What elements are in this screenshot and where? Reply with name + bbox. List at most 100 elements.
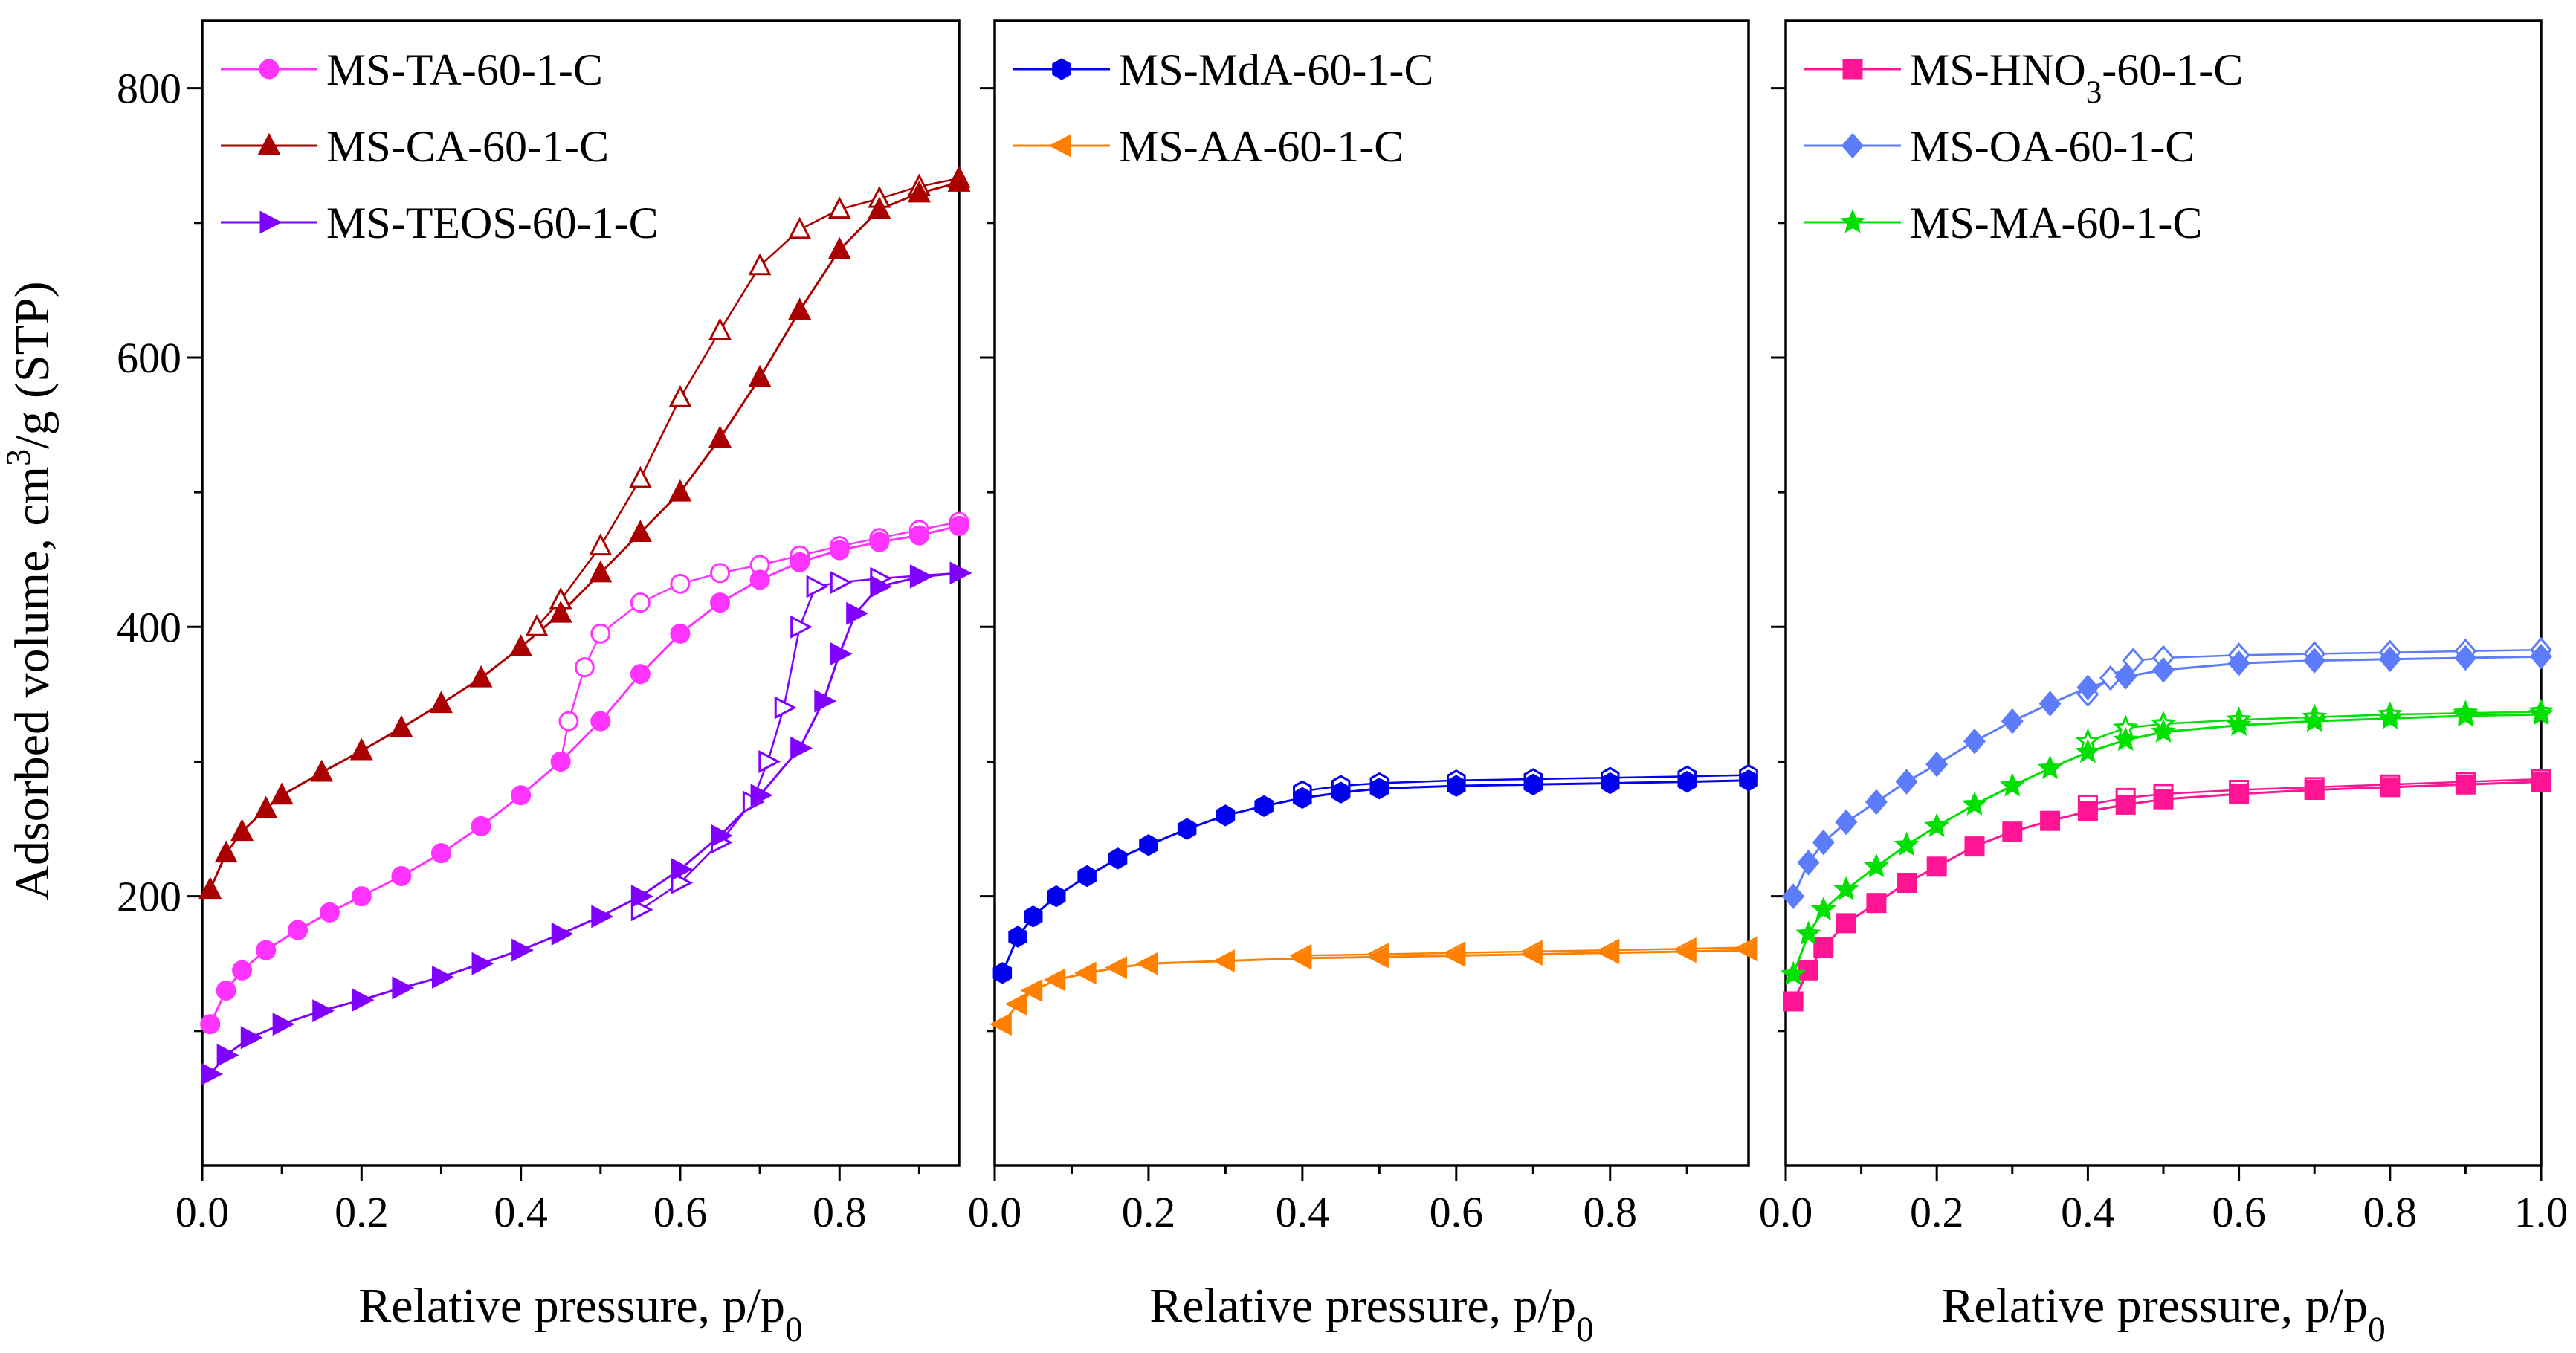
adsorption-point bbox=[1783, 991, 1804, 1012]
adsorption-point bbox=[1835, 809, 1858, 836]
adsorption-point bbox=[2114, 664, 2137, 690]
adsorption-point bbox=[1331, 781, 1351, 804]
desorption-point bbox=[525, 614, 549, 636]
legend-marker bbox=[259, 59, 280, 80]
adsorption-point bbox=[2377, 705, 2403, 729]
adsorption-point bbox=[430, 843, 451, 864]
adsorption-point bbox=[2113, 726, 2139, 751]
legend-label: MS-TA-60-1-C bbox=[326, 45, 603, 94]
desorption-point bbox=[574, 657, 595, 678]
adsorption-point bbox=[1213, 949, 1235, 973]
adsorption-point bbox=[392, 976, 415, 1000]
adsorption-point bbox=[908, 525, 929, 546]
adsorption-point bbox=[469, 665, 493, 688]
x-tick-label: 0.6 bbox=[2212, 1188, 2266, 1236]
legend-marker bbox=[1842, 59, 1863, 80]
adsorption-point bbox=[829, 540, 850, 561]
desorption-point bbox=[668, 385, 692, 407]
adsorption-point bbox=[511, 785, 532, 806]
adsorption-point bbox=[2153, 789, 2174, 810]
series-MS-TA-60-1-C bbox=[200, 511, 969, 1035]
series-MS-HNO3-60-1-C bbox=[1783, 769, 2551, 1012]
adsorption-point bbox=[1865, 789, 1888, 816]
desorption-point bbox=[2122, 648, 2145, 674]
adsorption-point bbox=[351, 886, 372, 907]
adsorption-point bbox=[1597, 941, 1620, 965]
adsorption-point bbox=[1216, 804, 1236, 827]
adsorption-point bbox=[790, 736, 813, 760]
legend-marker bbox=[1048, 134, 1071, 158]
adsorption-point bbox=[1782, 883, 1805, 909]
legend-entry: MS-AA-60-1-C bbox=[1013, 122, 1404, 171]
desorption-point bbox=[758, 749, 781, 773]
adsorption-point bbox=[1673, 940, 1697, 963]
adsorption-point bbox=[471, 952, 494, 975]
adsorption-point bbox=[1105, 956, 1128, 980]
adsorption-point bbox=[589, 560, 613, 583]
adsorption-point bbox=[1735, 938, 1758, 962]
adsorption-point bbox=[1447, 775, 1466, 797]
plot-frame bbox=[201, 19, 961, 1167]
y-tick-label: 400 bbox=[117, 603, 181, 651]
adsorption-point bbox=[1795, 920, 1821, 945]
legend-entry: MS-MdA-60-1-C bbox=[1013, 45, 1433, 94]
adsorption-point bbox=[992, 962, 1013, 984]
adsorption-point bbox=[2037, 755, 2063, 780]
adsorption-point bbox=[1443, 943, 1466, 967]
adsorption-point bbox=[748, 364, 772, 387]
adsorption-point bbox=[2151, 718, 2176, 743]
x-tick-label: 0.2 bbox=[1122, 1188, 1176, 1236]
adsorption-point bbox=[216, 1043, 239, 1067]
adsorption-point bbox=[431, 965, 454, 989]
adsorption-point bbox=[1077, 865, 1097, 888]
adsorption-point bbox=[1523, 773, 1543, 796]
adsorption-point bbox=[270, 782, 294, 805]
adsorption-point bbox=[2303, 648, 2326, 674]
x-axis-label: Relative pressure, p/p0 bbox=[358, 1279, 802, 1349]
adsorption-point bbox=[947, 169, 971, 192]
adsorption-point bbox=[670, 623, 691, 644]
adsorption-point bbox=[1135, 952, 1158, 975]
adsorption-point bbox=[1008, 926, 1027, 948]
adsorption-point bbox=[1520, 943, 1543, 966]
legend-marker bbox=[1841, 132, 1864, 159]
legend-entry: MS-CA-60-1-C bbox=[221, 122, 609, 171]
adsorption-point bbox=[711, 824, 733, 847]
desorption-point bbox=[630, 898, 653, 922]
legend-marker bbox=[257, 132, 281, 155]
series-MS-MA-60-1-C bbox=[1781, 698, 2554, 986]
adsorption-point bbox=[628, 520, 652, 542]
adsorption-point bbox=[590, 711, 611, 732]
x-tick-label: 0.8 bbox=[813, 1188, 867, 1236]
adsorption-point bbox=[591, 905, 614, 929]
y-axis-label: Adsorbed volume, cm3/g (STP) bbox=[0, 281, 59, 900]
adsorption-point bbox=[1369, 777, 1389, 800]
adsorption-point bbox=[749, 569, 770, 590]
x-tick-label: 0.2 bbox=[335, 1188, 389, 1236]
adsorption-point bbox=[1254, 795, 1274, 818]
legend-entry: MS-OA-60-1-C bbox=[1804, 122, 2195, 171]
legend-marker bbox=[1839, 209, 1866, 233]
adsorption-point bbox=[671, 857, 694, 881]
adsorption-point bbox=[390, 714, 413, 737]
desorption-point bbox=[830, 571, 853, 594]
adsorption-point bbox=[1177, 818, 1197, 840]
x-tick-label: 0.6 bbox=[653, 1188, 708, 1236]
desorption-point bbox=[708, 317, 732, 340]
adsorption-point bbox=[2531, 772, 2551, 792]
adsorption-point bbox=[349, 737, 373, 761]
legend-marker bbox=[259, 210, 283, 234]
adsorption-point bbox=[1925, 751, 1949, 778]
adsorption-point bbox=[1963, 729, 1986, 755]
adsorption-point bbox=[630, 885, 653, 908]
adsorption-point bbox=[391, 865, 412, 886]
x-tick-label: 0.0 bbox=[1759, 1188, 1813, 1236]
legend-marker bbox=[1052, 58, 1071, 80]
adsorption-point bbox=[1677, 770, 1697, 793]
x-tick-label: 0.8 bbox=[1584, 1188, 1638, 1236]
adsorption-point bbox=[1894, 831, 1920, 856]
adsorption-point bbox=[830, 642, 853, 666]
adsorption-point bbox=[551, 922, 574, 946]
adsorption-point bbox=[1781, 960, 1807, 986]
